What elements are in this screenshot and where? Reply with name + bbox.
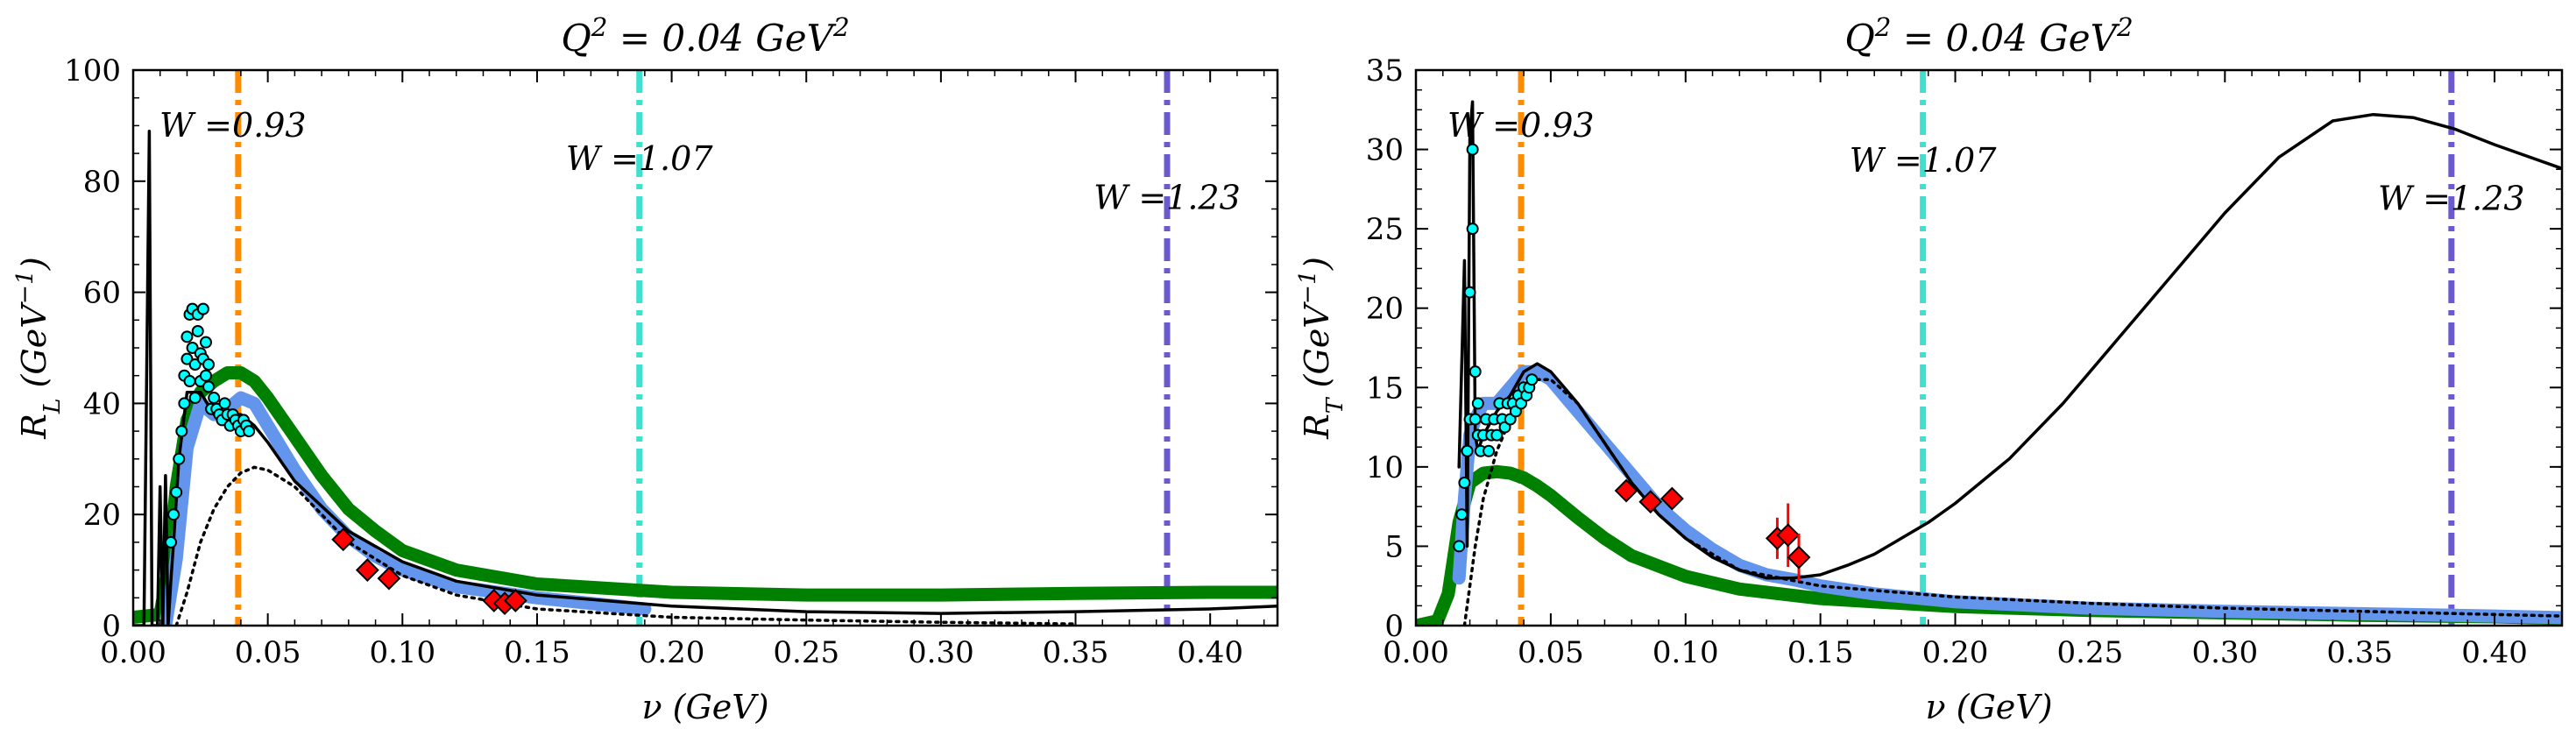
series-dotted-black — [174, 465, 1078, 626]
y-tick-label: 5 — [1384, 529, 1404, 564]
cyan-data-point — [1468, 413, 1482, 426]
cyan-data-point — [243, 425, 256, 438]
cyan-data-point — [1525, 373, 1539, 386]
w-label-1: W =0.93 — [1447, 106, 1595, 145]
y-tick-label: 0 — [1384, 609, 1404, 644]
x-tick-label: 0.25 — [773, 635, 839, 670]
series-dotted-black — [1462, 378, 2562, 626]
x-tick-label: 0.35 — [2326, 635, 2393, 670]
red-data-point — [1660, 486, 1684, 511]
x-tick-label: 0.35 — [1043, 635, 1109, 670]
w-label-3: W =1.23 — [1093, 179, 1241, 217]
w-label-2: W =1.07 — [566, 139, 713, 178]
cyan-data-point — [180, 330, 194, 343]
cyan-data-point — [199, 369, 212, 382]
cyan-data-point — [1458, 476, 1471, 489]
chart-title: Q2 = 0.04 GeV2 — [561, 12, 849, 60]
x-axis-label: ν (GeV) — [641, 688, 768, 726]
x-tick-label: 0.00 — [100, 635, 166, 670]
series-thick-blue — [159, 391, 652, 626]
y-tick-label: 60 — [83, 276, 121, 311]
x-tick-label: 0.15 — [1787, 635, 1854, 670]
cyan-data-point — [180, 352, 194, 365]
x-tick-label: 0.30 — [908, 635, 974, 670]
w-label-3: W =1.23 — [2378, 179, 2525, 217]
series-thick-blue — [1452, 364, 2562, 625]
cyan-data-point — [178, 397, 191, 410]
red-data-point — [503, 589, 527, 612]
red-data-point — [331, 527, 356, 552]
red-data-point — [355, 558, 379, 583]
cyan-data-point — [196, 302, 209, 315]
x-tick-label: 0.30 — [2191, 635, 2258, 670]
cyan-data-point — [1483, 444, 1496, 457]
cyan-data-point — [1455, 508, 1468, 521]
cyan-data-point — [170, 485, 183, 499]
w-label-2: W =1.07 — [1850, 141, 1997, 180]
x-tick-label: 0.40 — [1177, 635, 1243, 670]
cyan-data-point — [1453, 540, 1466, 553]
y-tick-label: 40 — [83, 386, 121, 421]
red-data-point — [1614, 478, 1638, 503]
y-tick-label: 100 — [64, 53, 121, 88]
cyan-data-point — [1468, 365, 1482, 379]
cyan-data-point — [188, 392, 202, 405]
red-data-point — [1776, 523, 1801, 548]
cyan-data-point — [175, 425, 188, 438]
cyan-data-point — [1471, 397, 1484, 410]
cyan-data-point — [188, 358, 202, 372]
x-tick-label: 0.05 — [235, 635, 301, 670]
x-tick-label: 0.10 — [1652, 635, 1719, 670]
red-data-point — [377, 566, 401, 591]
cyan-data-point — [1490, 428, 1504, 442]
y-tick-label: 25 — [1366, 212, 1404, 247]
x-tick-label: 0.15 — [504, 635, 570, 670]
y-tick-label: 35 — [1366, 53, 1404, 88]
plot-area — [133, 70, 1277, 626]
w-label-1: W =0.93 — [159, 106, 307, 145]
rl-panel: W =0.93 W =1.07 W =1.23 0.00 0.05 0.10 0.15 0.2… — [11, 12, 1279, 726]
cyan-data-point — [165, 535, 178, 548]
x-tick-label: 0.25 — [2057, 635, 2124, 670]
x-tick-label: 0.10 — [369, 635, 435, 670]
y-tick-label: 10 — [1366, 450, 1404, 485]
red-data-point — [1787, 545, 1811, 570]
red-data-point — [1638, 490, 1663, 514]
cyan-data-point — [1466, 143, 1479, 156]
cyan-data-point — [1463, 286, 1476, 299]
cyan-data-point — [199, 336, 212, 349]
series-solid-black — [1457, 100, 2562, 580]
y-tick-label: 20 — [83, 498, 121, 533]
x-tick-label: 0.05 — [1518, 635, 1584, 670]
x-tick-label: 0.00 — [1383, 635, 1449, 670]
y-tick-label: 30 — [1366, 133, 1404, 168]
y-tick-label: 80 — [83, 165, 121, 200]
cyan-data-point — [202, 380, 216, 393]
x-tick-label: 0.20 — [639, 635, 705, 670]
cyan-data-point — [173, 452, 186, 465]
x-tick-label: 0.20 — [1922, 635, 1989, 670]
cyan-data-point — [202, 358, 216, 372]
cyan-data-point — [208, 392, 221, 405]
y-tick-label: 20 — [1366, 292, 1404, 327]
y-tick-label: 0 — [102, 609, 121, 644]
y-axis-label: RT (GeV−1) — [1294, 257, 1348, 440]
cyan-data-point — [186, 342, 199, 354]
x-axis-label: ν (GeV) — [1925, 688, 2052, 726]
plot-area — [1416, 70, 2562, 626]
chart-title: Q2 = 0.04 GeV2 — [1844, 12, 2133, 60]
cyan-data-point — [1466, 223, 1479, 236]
cyan-data-point — [1461, 444, 1474, 457]
cyan-data-point — [167, 508, 180, 521]
y-axis-label: RL (GeV−1) — [11, 257, 66, 440]
cyan-data-point — [191, 324, 204, 337]
rt-panel: W =0.93 W =1.07 W =1.23 0.00 0.05 0.10 0.15 0.2… — [1294, 12, 2564, 726]
cyan-data-point — [183, 375, 196, 388]
x-tick-label: 0.40 — [2461, 635, 2528, 670]
y-tick-label: 15 — [1366, 371, 1404, 406]
cyan-data-point — [218, 397, 231, 410]
